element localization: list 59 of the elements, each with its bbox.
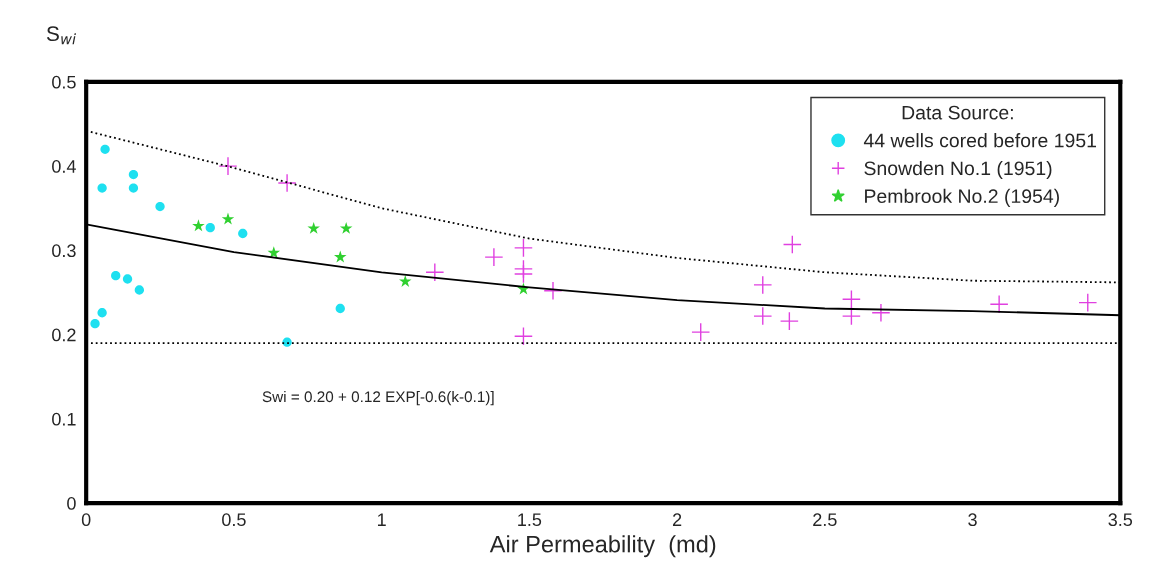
point <box>155 201 165 212</box>
point <box>753 306 773 326</box>
point <box>841 289 861 309</box>
annotation: Swi = 0.20 + 0.12 EXP[-0.6(k-0.1)] <box>262 390 494 406</box>
point <box>513 238 533 258</box>
point <box>100 144 110 154</box>
x-tick-label: 3 <box>968 513 977 527</box>
legend-title: Data Source: <box>902 105 1013 120</box>
point <box>543 281 563 301</box>
x-tick-label: 3.5 <box>1108 513 1133 527</box>
point <box>484 247 504 267</box>
point <box>134 285 145 295</box>
point <box>267 246 281 259</box>
point <box>277 173 297 193</box>
x-tick-label: 0 <box>81 513 91 527</box>
point <box>841 306 861 326</box>
point <box>989 294 1009 314</box>
point <box>399 274 412 287</box>
x-tick-label: 1.5 <box>518 513 542 527</box>
point <box>221 212 235 225</box>
legend-label: Pembrook No.2 (1954) <box>865 188 1059 207</box>
point <box>90 319 100 329</box>
point <box>782 235 802 254</box>
point <box>128 169 139 180</box>
point <box>192 219 205 232</box>
y-tick-label: 0.5 <box>52 75 76 89</box>
point <box>339 221 353 234</box>
y-tick-label: 0.4 <box>52 160 76 173</box>
x-tick-label: 0.5 <box>222 513 246 527</box>
legend-label: 44 wells cored before 1951 <box>863 133 1097 148</box>
point <box>97 308 107 318</box>
point <box>218 156 238 176</box>
x-tick-label: 1 <box>377 513 386 526</box>
point <box>238 228 248 239</box>
y-axis-title: S$_{wi}$ <box>46 26 76 45</box>
point <box>122 274 133 284</box>
point <box>753 275 773 295</box>
point <box>128 183 139 193</box>
point <box>779 311 799 331</box>
x-tick-label: 2 <box>672 513 682 526</box>
point <box>335 303 345 314</box>
legend-label: Snowden No.1 (1951) <box>864 160 1052 180</box>
point <box>513 326 533 346</box>
point <box>307 221 320 234</box>
y-tick-label: 0.2 <box>52 328 76 342</box>
point <box>111 270 121 281</box>
point <box>334 250 347 263</box>
x-tick-label: 2.5 <box>813 513 837 527</box>
point <box>1078 293 1098 313</box>
x-axis-title: Air Permeability (md) <box>489 535 716 558</box>
point <box>691 322 711 342</box>
y-tick-label: 0 <box>67 497 76 510</box>
y-tick-label: 0.1 <box>52 412 76 426</box>
point <box>425 262 445 282</box>
point <box>513 264 533 284</box>
point <box>871 303 891 323</box>
y-tick-label: 0.3 <box>52 244 76 258</box>
point <box>205 222 215 233</box>
point <box>97 183 107 193</box>
